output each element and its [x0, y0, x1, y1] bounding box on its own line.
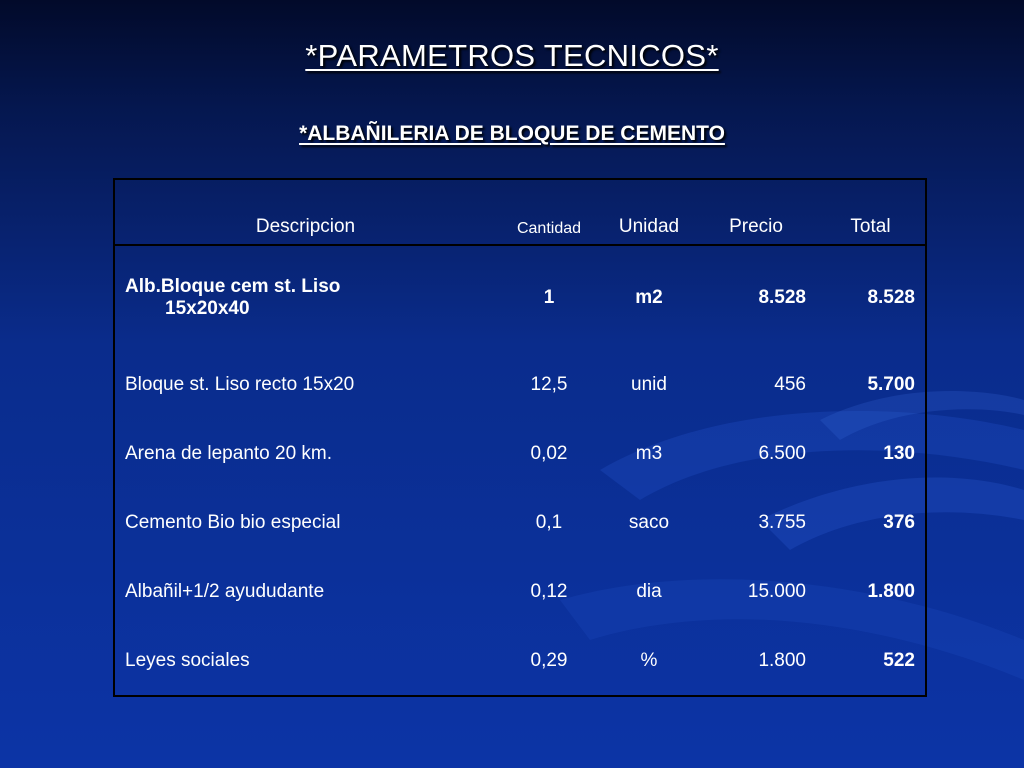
row-unidad: dia	[636, 580, 662, 602]
row-precio: 456	[774, 373, 806, 395]
table-row: Leyes sociales 0,29 % 1.800 522	[114, 626, 926, 696]
header-descripcion: Descripcion	[114, 179, 496, 246]
row-unidad: saco	[628, 511, 670, 533]
row-description: Leyes sociales	[125, 649, 250, 671]
header-cantidad: Cantidad	[496, 179, 602, 246]
row-cantidad: 0,02	[530, 442, 568, 464]
header-precio: Precio	[696, 179, 816, 246]
row-description-line2: 15x20x40	[165, 298, 250, 319]
row-precio: 8.528	[758, 287, 806, 308]
table-row: Cemento Bio bio especial 0,1 saco 3.755 …	[114, 488, 926, 557]
row-precio: 6.500	[758, 442, 806, 464]
row-precio: 15.000	[747, 580, 806, 602]
parameters-table: Descripcion Cantidad Unidad Precio Total…	[113, 178, 927, 697]
table-header-row: Descripcion Cantidad Unidad Precio Total	[114, 179, 926, 246]
slide-subtitle: *ALBAÑILERIA DE BLOQUE DE CEMENTO	[299, 122, 725, 145]
row-total: 8.528	[867, 287, 915, 308]
row-total: 5.700	[867, 373, 915, 395]
row-cantidad: 0,12	[530, 580, 568, 602]
row-description: Bloque st. Liso recto 15x20	[125, 373, 355, 395]
row-precio: 3.755	[758, 511, 806, 533]
row-cantidad: 0,1	[535, 511, 563, 533]
table-row: Arena de lepanto 20 km. 0,02 m3 6.500 13…	[114, 419, 926, 488]
row-description: Alb.Bloque cem st. Liso 15x20x40	[114, 245, 496, 350]
row-cantidad: 1	[543, 287, 555, 308]
row-unidad: unid	[631, 373, 667, 395]
table-row: Albañil+1/2 ayududante 0,12 dia 15.000 1…	[114, 557, 926, 626]
row-total: 376	[883, 511, 915, 533]
row-cantidad: 12,5	[530, 373, 568, 395]
row-precio: 1.800	[758, 649, 806, 671]
row-description: Albañil+1/2 ayududante	[125, 580, 325, 602]
row-description: Arena de lepanto 20 km.	[125, 442, 333, 464]
slide-title: *PARAMETROS TECNICOS*	[305, 38, 719, 73]
header-total: Total	[816, 179, 926, 246]
row-cantidad: 0,29	[530, 649, 568, 671]
table-row: Alb.Bloque cem st. Liso 15x20x40 1 m2 8.…	[114, 245, 926, 350]
row-description-line1: Alb.Bloque cem st. Liso	[125, 276, 341, 297]
row-total: 130	[883, 442, 915, 464]
row-unidad: m2	[635, 287, 663, 308]
row-unidad: %	[640, 649, 658, 671]
row-total: 1.800	[867, 580, 915, 602]
table-row: Bloque st. Liso recto 15x20 12,5 unid 45…	[114, 350, 926, 419]
row-description: Cemento Bio bio especial	[125, 511, 341, 533]
header-unidad: Unidad	[602, 179, 696, 246]
row-unidad: m3	[635, 442, 663, 464]
row-total: 522	[883, 649, 915, 671]
